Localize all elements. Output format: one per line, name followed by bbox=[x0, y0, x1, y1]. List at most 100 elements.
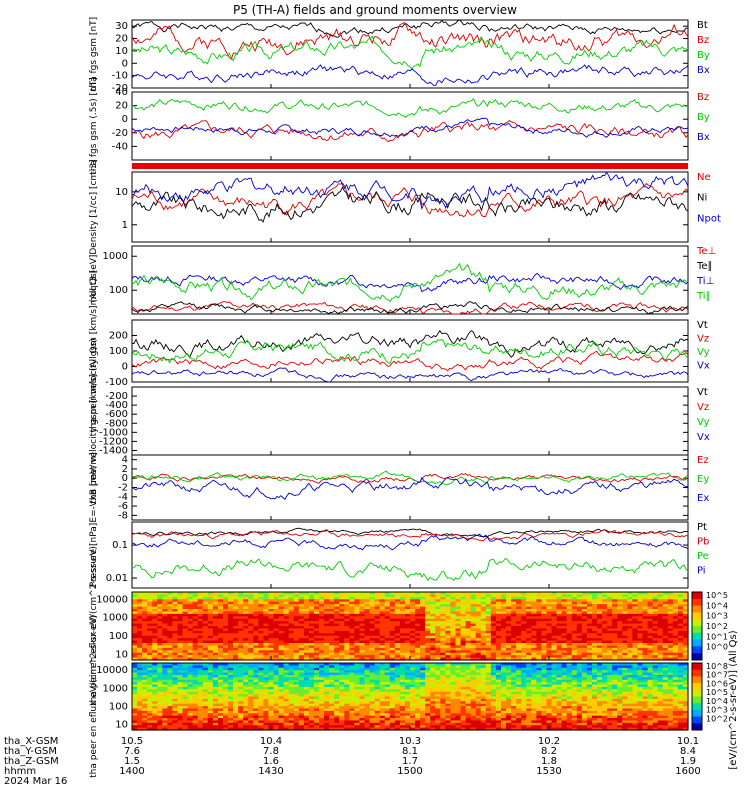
heatmap-cell bbox=[278, 611, 285, 615]
heatmap-cell bbox=[667, 596, 674, 600]
heatmap-cell bbox=[581, 609, 588, 613]
heatmap-cell bbox=[238, 706, 244, 710]
heatmap-cell bbox=[182, 623, 189, 627]
heatmap-cell bbox=[293, 667, 300, 671]
heatmap-cell bbox=[379, 655, 386, 659]
heatmap-cell bbox=[511, 640, 517, 644]
heatmap-cell bbox=[415, 725, 421, 729]
heatmap-cell bbox=[394, 601, 401, 605]
heatmap-cell bbox=[258, 694, 265, 698]
heatmap-cell bbox=[187, 623, 194, 627]
heatmap-cell bbox=[177, 701, 184, 705]
heatmap-cell bbox=[642, 645, 649, 649]
heatmap-cell bbox=[576, 623, 583, 627]
heatmap-cell bbox=[344, 696, 350, 700]
heatmap-cell bbox=[450, 628, 457, 632]
heatmap-cell bbox=[657, 630, 664, 634]
heatmap-cell bbox=[243, 606, 249, 610]
heatmap-cell bbox=[253, 725, 259, 729]
heatmap-cell bbox=[652, 594, 659, 598]
heatmap-cell bbox=[374, 635, 381, 639]
heatmap-cell bbox=[202, 727, 209, 731]
heatmap-cell bbox=[177, 633, 184, 637]
heatmap-cell bbox=[172, 718, 179, 722]
heatmap-cell bbox=[273, 650, 280, 654]
heatmap-cell bbox=[258, 710, 265, 714]
heatmap-cell bbox=[288, 722, 295, 726]
heatmap-cell bbox=[420, 677, 426, 681]
heatmap-cell bbox=[470, 657, 477, 661]
heatmap-cell bbox=[480, 640, 487, 644]
heatmap-cell bbox=[152, 682, 158, 686]
heatmap-cell bbox=[672, 643, 679, 647]
heatmap-cell bbox=[677, 618, 684, 622]
heatmap-cell bbox=[303, 677, 310, 681]
heatmap-cell bbox=[404, 689, 411, 693]
heatmap-cell bbox=[526, 604, 532, 608]
heatmap-cell bbox=[283, 698, 290, 702]
heatmap-cell bbox=[142, 630, 148, 634]
heatmap-cell bbox=[132, 643, 138, 647]
heatmap-cell bbox=[278, 715, 285, 719]
heatmap-cell bbox=[263, 655, 270, 659]
heatmap-cell bbox=[147, 679, 153, 683]
heatmap-cell bbox=[521, 606, 527, 610]
heatmap-cell bbox=[313, 633, 320, 637]
heatmap-cell bbox=[556, 645, 563, 649]
heatmap-cell bbox=[369, 618, 376, 622]
heatmap-cell bbox=[359, 710, 366, 714]
heatmap-cell bbox=[177, 643, 184, 647]
heatmap-cell bbox=[632, 630, 639, 634]
heatmap-cell bbox=[667, 616, 674, 620]
heatmap-cell bbox=[268, 592, 275, 596]
heatmap-cell bbox=[415, 682, 421, 686]
heatmap-cell bbox=[137, 691, 143, 695]
heatmap-cell bbox=[167, 657, 174, 661]
heatmap-cell bbox=[182, 722, 189, 726]
heatmap-cell bbox=[212, 630, 219, 634]
heatmap-cell bbox=[404, 655, 411, 659]
heatmap-cell bbox=[531, 604, 537, 608]
heatmap-cell bbox=[298, 696, 305, 700]
heatmap-cell bbox=[622, 601, 628, 605]
heatmap-cell bbox=[526, 626, 532, 630]
heatmap-cell bbox=[253, 682, 259, 686]
heatmap-cell bbox=[440, 613, 446, 617]
heatmap-cell bbox=[157, 611, 163, 615]
heatmap-cell bbox=[394, 592, 401, 596]
heatmap-cell bbox=[152, 663, 158, 666]
heatmap-cell bbox=[187, 611, 194, 615]
heatmap-cell bbox=[354, 630, 361, 634]
heatmap-cell bbox=[334, 599, 340, 603]
heatmap-cell bbox=[475, 645, 482, 649]
heatmap-cell bbox=[248, 630, 254, 634]
heatmap-cell bbox=[308, 628, 315, 632]
heatmap-cell bbox=[303, 640, 310, 644]
heatmap-cell bbox=[238, 663, 244, 666]
heatmap-cell bbox=[217, 708, 224, 712]
heatmap-cell bbox=[243, 708, 249, 712]
heatmap-cell bbox=[622, 621, 628, 625]
heatmap-cell bbox=[263, 596, 270, 600]
heatmap-cell bbox=[410, 650, 416, 654]
heatmap-cell bbox=[319, 718, 325, 722]
heatmap-cell bbox=[217, 679, 224, 683]
heatmap-cell bbox=[531, 613, 537, 617]
heatmap-cell bbox=[420, 657, 426, 661]
heatmap-cell bbox=[420, 611, 426, 615]
heatmap-cell bbox=[222, 606, 229, 610]
heatmap-cell bbox=[349, 623, 355, 627]
heatmap-cell bbox=[273, 613, 280, 617]
heatmap-cell bbox=[480, 618, 487, 622]
heatmap-cell bbox=[319, 686, 325, 690]
heatmap-cell bbox=[354, 599, 361, 603]
heatmap-cell bbox=[672, 652, 679, 656]
heatmap-cell bbox=[152, 703, 158, 707]
heatmap-cell bbox=[435, 698, 441, 702]
heatmap-cell bbox=[637, 647, 644, 651]
heatmap-cell bbox=[339, 616, 345, 620]
heatmap-cell bbox=[364, 696, 371, 700]
heatmap-cell bbox=[339, 718, 345, 722]
heatmap-cell bbox=[177, 694, 184, 698]
heatmap-cell bbox=[354, 720, 361, 724]
